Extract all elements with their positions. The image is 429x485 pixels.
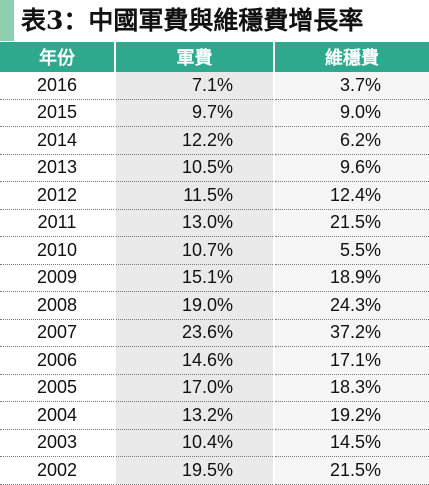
cell-year: 2014 <box>0 126 116 155</box>
cell-military-growth: 23.6% <box>115 319 275 347</box>
cell-stability-growth: 9.0% <box>274 99 429 127</box>
table-row: 2009 15.1% 18.9% <box>0 264 429 292</box>
table-row: 2002 19.5% 21.5% <box>0 456 429 485</box>
cell-stability-growth: 18.3% <box>274 374 429 402</box>
cell-year: 2004 <box>0 401 116 430</box>
cell-year: 2009 <box>0 264 116 292</box>
cell-stability-growth: 6.2% <box>274 126 429 155</box>
cell-year: 2006 <box>0 346 116 375</box>
title-accent-bar <box>0 0 14 41</box>
cell-military-growth: 9.7% <box>115 99 275 127</box>
cell-stability-growth: 5.5% <box>274 236 429 265</box>
table-container: 年份 軍費 維穩費 2016 7.1% 3.7% 2015 9.7% 9.0% 2014 12… <box>0 42 429 485</box>
cell-year: 2005 <box>0 374 116 402</box>
cell-stability-growth: 14.5% <box>274 429 429 457</box>
title-bar: 表3：中國軍費與維穩費增長率 <box>0 0 429 41</box>
table-row: 2006 14.6% 17.1% <box>0 346 429 375</box>
cell-military-growth: 19.0% <box>115 291 275 320</box>
cell-military-growth: 14.6% <box>115 346 275 375</box>
cell-stability-growth: 37.2% <box>274 319 429 347</box>
cell-military-growth: 7.1% <box>115 72 275 100</box>
cell-military-growth: 17.0% <box>115 374 275 402</box>
cell-stability-growth: 21.5% <box>274 456 429 485</box>
cell-stability-growth: 21.5% <box>274 209 429 237</box>
table-row: 2007 23.6% 37.2% <box>0 319 429 347</box>
cell-year: 2016 <box>0 72 116 100</box>
cell-year: 2012 <box>0 181 116 210</box>
table-row: 2005 17.0% 18.3% <box>0 374 429 402</box>
cell-year: 2007 <box>0 319 116 347</box>
cell-military-growth: 10.5% <box>115 154 275 182</box>
header-year: 年份 <box>0 42 116 72</box>
cell-stability-growth: 12.4% <box>274 181 429 210</box>
cell-military-growth: 15.1% <box>115 264 275 292</box>
cell-military-growth: 13.2% <box>115 401 275 430</box>
table-row: 2012 11.5% 12.4% <box>0 181 429 210</box>
header-row: 年份 軍費 維穩費 <box>0 42 429 72</box>
table-row: 2014 12.2% 6.2% <box>0 126 429 155</box>
cell-military-growth: 13.0% <box>115 209 275 237</box>
table-row: 2013 10.5% 9.6% <box>0 154 429 182</box>
growth-rate-table: 年份 軍費 維穩費 2016 7.1% 3.7% 2015 9.7% 9.0% 2014 12… <box>0 42 429 485</box>
cell-military-growth: 12.2% <box>115 126 275 155</box>
table-row: 2010 10.7% 5.5% <box>0 236 429 265</box>
cell-stability-growth: 9.6% <box>274 154 429 182</box>
cell-year: 2002 <box>0 456 116 485</box>
table-body: 2016 7.1% 3.7% 2015 9.7% 9.0% 2014 12.2% 6.2% 201… <box>0 72 429 485</box>
table-row: 2008 19.0% 24.3% <box>0 291 429 320</box>
cell-military-growth: 10.4% <box>115 429 275 457</box>
cell-stability-growth: 19.2% <box>274 401 429 430</box>
cell-stability-growth: 18.9% <box>274 264 429 292</box>
table-header: 年份 軍費 維穩費 <box>0 42 429 72</box>
cell-year: 2013 <box>0 154 116 182</box>
header-stability-spending: 維穩費 <box>274 42 429 72</box>
cell-year: 2003 <box>0 429 116 457</box>
table-row: 2015 9.7% 9.0% <box>0 99 429 127</box>
cell-military-growth: 10.7% <box>115 236 275 265</box>
table-row: 2003 10.4% 14.5% <box>0 429 429 457</box>
cell-year: 2008 <box>0 291 116 320</box>
cell-military-growth: 11.5% <box>115 181 275 210</box>
cell-year: 2010 <box>0 236 116 265</box>
cell-year: 2011 <box>0 209 116 237</box>
cell-stability-growth: 24.3% <box>274 291 429 320</box>
header-military-spending: 軍費 <box>115 42 275 72</box>
table-row: 2016 7.1% 3.7% <box>0 72 429 100</box>
cell-stability-growth: 17.1% <box>274 346 429 375</box>
cell-year: 2015 <box>0 99 116 127</box>
cell-stability-growth: 3.7% <box>274 72 429 100</box>
table-title: 表3：中國軍費與維穩費增長率 <box>21 6 364 35</box>
table-row: 2004 13.2% 19.2% <box>0 401 429 430</box>
cell-military-growth: 19.5% <box>115 456 275 485</box>
table-row: 2011 13.0% 21.5% <box>0 209 429 237</box>
